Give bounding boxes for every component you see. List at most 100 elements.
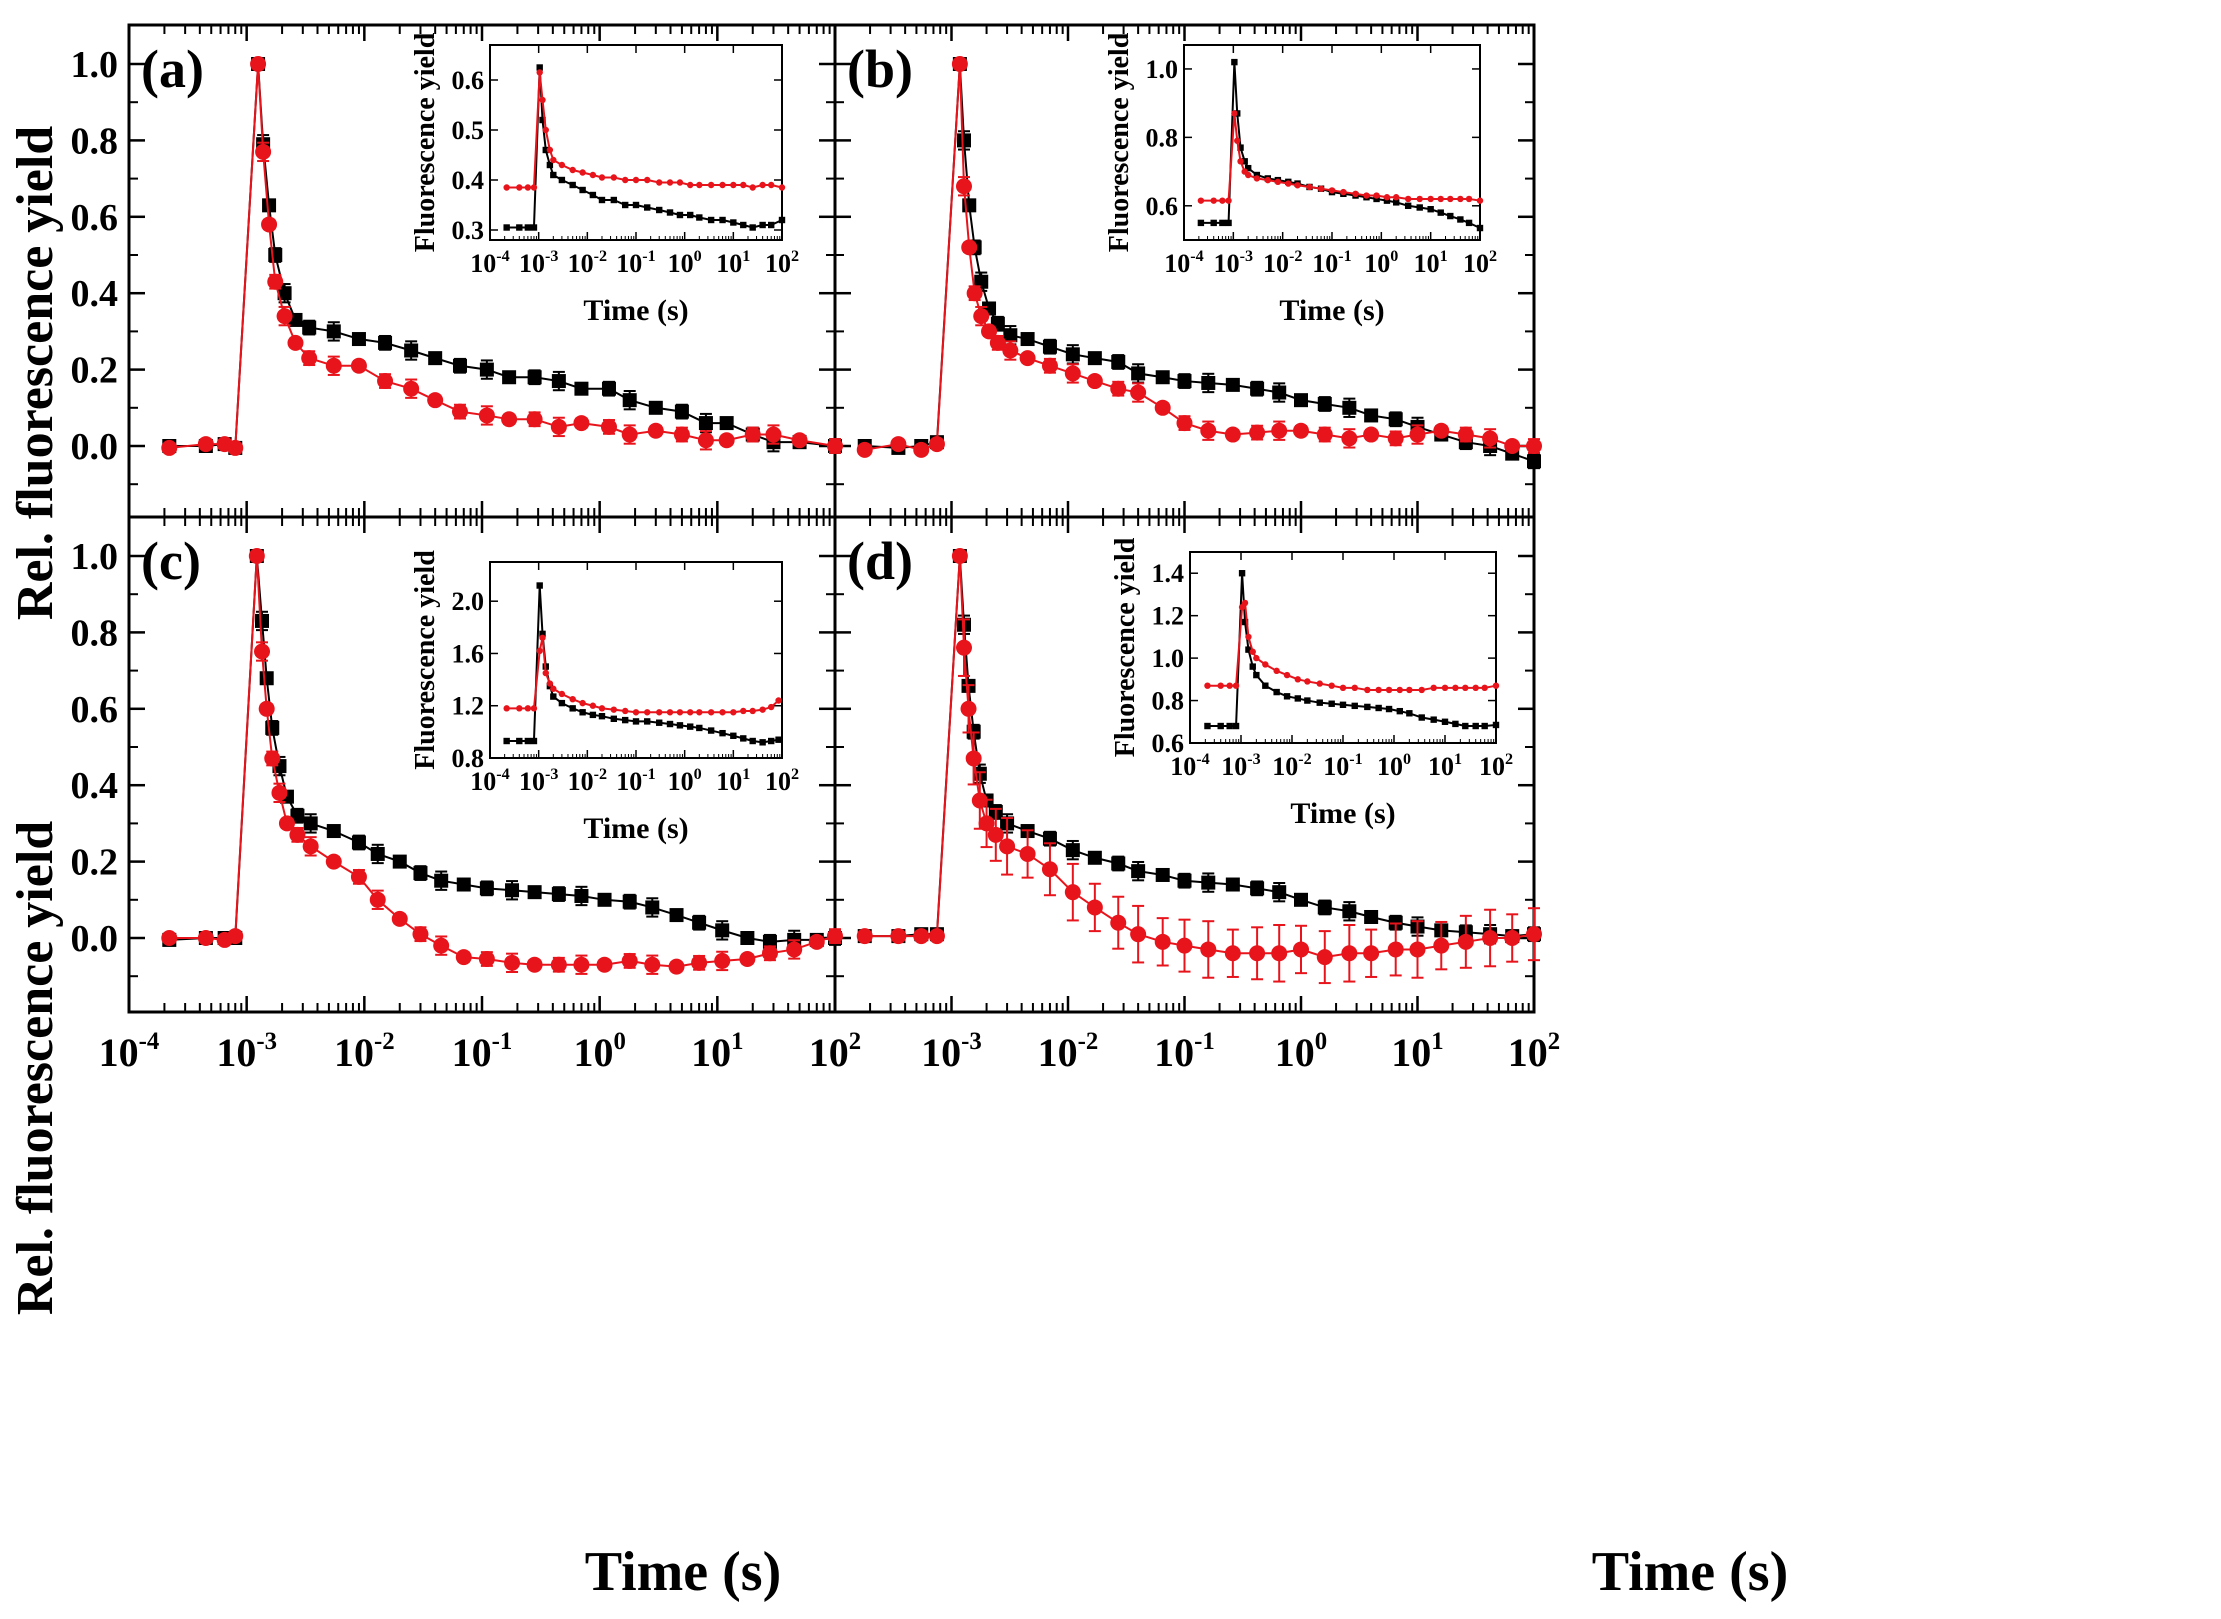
- inset-point-red: [1447, 195, 1454, 203]
- data-point-black: [277, 286, 292, 301]
- inset-point-red: [666, 179, 674, 186]
- inset-point-black: [666, 209, 674, 216]
- inset-point-red: [1316, 680, 1323, 687]
- inset-point-black: [1441, 718, 1449, 725]
- data-point-red: [960, 700, 977, 717]
- inset-x-tick-label-base: 10: [1221, 752, 1247, 781]
- inset-point-red: [1427, 195, 1434, 203]
- inset-point-red: [1317, 185, 1325, 192]
- inset-point-black: [1416, 204, 1423, 211]
- x-tick-label-exp: -3: [256, 1028, 277, 1055]
- inset: 0.60.81.010-4 10-3 10-2 10-1 100 101 102Fluore…: [1104, 32, 1497, 327]
- inset-y-tick-label: 1.0: [1146, 55, 1179, 84]
- data-point-black: [1317, 396, 1332, 411]
- data-point-black: [255, 613, 270, 628]
- inset-point-black: [1373, 195, 1380, 203]
- data-point-red: [478, 951, 495, 968]
- data-point-red: [1433, 422, 1450, 439]
- data-point-red: [403, 380, 420, 397]
- inset-point-black: [610, 715, 618, 722]
- inset-x-tick-label: 100: [1377, 751, 1411, 781]
- inset-point-red: [730, 181, 737, 189]
- x-tick-label-exp: -4: [139, 1028, 160, 1055]
- data-point-red: [526, 956, 543, 973]
- data-point-red: [1363, 426, 1380, 443]
- inset-x-tick-label-exp: -4: [1196, 751, 1209, 768]
- inset-point-black: [579, 186, 586, 194]
- inset-point-red: [539, 634, 546, 641]
- inset-point-black: [749, 737, 756, 745]
- data-point-black: [762, 934, 777, 949]
- data-point-black: [974, 274, 989, 289]
- x-tick-label: 102: [809, 1028, 861, 1075]
- inset-x-tick-label: 102: [765, 766, 799, 796]
- data-point-black: [392, 854, 407, 869]
- inset-point-black: [1339, 701, 1347, 708]
- x-axis-title-right: Time (s): [1592, 1541, 1789, 1603]
- data-point-red: [1363, 945, 1380, 962]
- inset-point-red: [1328, 682, 1335, 689]
- inset-point-black: [656, 206, 663, 214]
- data-point-black: [1131, 366, 1146, 381]
- inset-point-red: [1225, 197, 1232, 204]
- x-tick-label-exp: 0: [613, 1028, 625, 1055]
- inset-x-tick-label-base: 10: [519, 767, 545, 796]
- data-point-red: [550, 418, 567, 435]
- inset-point-black: [1253, 171, 1261, 179]
- inset-point-red: [1481, 684, 1488, 692]
- inset-point-black: [1304, 697, 1311, 704]
- data-point-red: [987, 826, 1004, 843]
- inset-point-red: [1253, 654, 1260, 662]
- inset-point-black: [696, 724, 703, 732]
- inset-point-black: [687, 211, 694, 219]
- inset-point-black: [1375, 704, 1382, 712]
- data-point-black: [601, 381, 616, 396]
- data-point-red: [1064, 884, 1081, 901]
- data-point-black: [574, 888, 589, 903]
- inset-point-black: [622, 716, 629, 724]
- inset-point-red: [622, 707, 629, 715]
- data-point-black: [1250, 881, 1265, 896]
- inset-x-tick-label: 10-1: [1323, 751, 1362, 781]
- inset-point-red: [1244, 171, 1252, 179]
- x-tick-label-exp: -2: [374, 1028, 395, 1055]
- inset-point-red: [1262, 661, 1269, 668]
- inset-point-black: [644, 718, 651, 725]
- inset-point-black: [1462, 722, 1469, 730]
- inset-point-red: [516, 705, 523, 712]
- x-tick-label-exp: 1: [1431, 1028, 1443, 1055]
- inset-point-black: [707, 216, 715, 224]
- data-point-red: [271, 784, 288, 801]
- inset-point-red: [1274, 178, 1282, 186]
- data-point-red: [301, 350, 318, 367]
- inset-y-tick-label: 0.6: [1146, 192, 1179, 221]
- inset-point-black: [610, 196, 618, 204]
- inset-x-tick-label-base: 10: [1414, 249, 1440, 278]
- inset-point-black: [1226, 722, 1233, 730]
- data-point-red: [267, 273, 284, 290]
- inset-point-red: [539, 96, 546, 104]
- inset-point-red: [536, 69, 543, 76]
- data-point-black: [428, 351, 443, 366]
- inset-point-black: [1217, 722, 1224, 730]
- inset-x-tick-label: 10-3: [1214, 248, 1253, 278]
- inset-point-black: [536, 582, 543, 589]
- inset-point-red: [1404, 195, 1412, 203]
- inset-point-red: [1373, 192, 1380, 199]
- data-point-red: [478, 407, 495, 424]
- inset-y-title: Fluorescence yield: [1104, 32, 1135, 252]
- inset-point-red: [1217, 682, 1224, 689]
- inset-point-black: [1253, 671, 1260, 679]
- inset-y-tick-label: 1.0: [1152, 644, 1185, 673]
- data-point-red: [961, 239, 978, 256]
- panel-c: (c)0.81.21.62.010-4 10-3 10-2 10-1 100 101 102…: [141, 531, 843, 975]
- data-point-red: [714, 952, 731, 969]
- inset-x-tick-label-exp: 1: [1454, 751, 1462, 768]
- inset-point-red: [579, 169, 586, 176]
- data-point-red: [951, 56, 968, 72]
- inset-point-black: [569, 705, 576, 712]
- inset-point-red: [622, 176, 629, 184]
- inset-point-black: [1476, 224, 1484, 232]
- inset-point-black: [1225, 219, 1232, 227]
- inset-point-black: [1465, 219, 1473, 227]
